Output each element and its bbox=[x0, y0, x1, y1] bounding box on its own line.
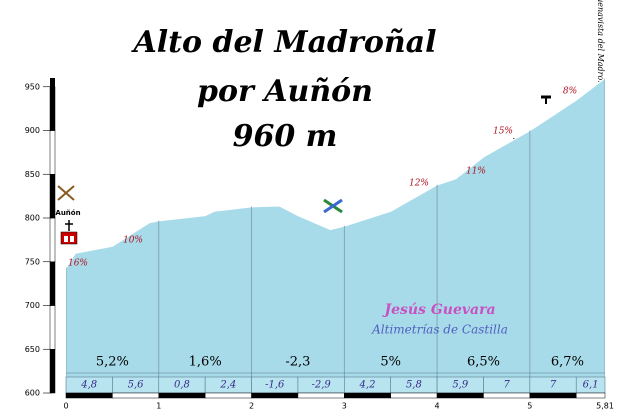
x-tick-label: 5,81 bbox=[596, 402, 614, 411]
summit-label: Buenavista del Madroñal bbox=[596, 0, 605, 93]
x-tick-label: 0 bbox=[63, 402, 68, 411]
segment-scale bbox=[158, 392, 206, 399]
junction-icon bbox=[57, 185, 75, 201]
credit: Jesús Guevara bbox=[381, 302, 495, 318]
x-tick-label: 5 bbox=[527, 402, 532, 411]
start-label: Auñón bbox=[55, 209, 80, 217]
gradient-annotation: 15% bbox=[493, 127, 513, 137]
segment-scale bbox=[251, 392, 299, 399]
segment-scale bbox=[204, 392, 252, 399]
title-line: Alto del Madroñal bbox=[131, 25, 437, 60]
segment-label: 5,9 bbox=[452, 380, 469, 391]
title-line: por Auñón bbox=[197, 74, 373, 109]
x-tick-label: 2 bbox=[249, 402, 254, 411]
title-line: 960 m bbox=[233, 119, 338, 154]
gradient-annotation: 12% bbox=[409, 179, 429, 189]
credit: Altimetrías de Castilla bbox=[371, 323, 508, 337]
gradient-annotation: 8% bbox=[563, 87, 577, 97]
segment-scale bbox=[297, 392, 345, 399]
segment-label: 6,1 bbox=[583, 380, 599, 391]
segment-label: 5,8 bbox=[406, 380, 422, 391]
axis-band bbox=[49, 174, 56, 219]
gradient-annotation: 16% bbox=[68, 259, 88, 269]
y-tick-label: 850 bbox=[25, 170, 40, 179]
profile-area bbox=[66, 78, 605, 393]
x-tick-label: 1 bbox=[156, 402, 161, 411]
axis-band bbox=[50, 78, 55, 87]
summit-icon bbox=[541, 95, 551, 104]
segment-label: 7 bbox=[503, 380, 510, 391]
segment-label: 4,2 bbox=[359, 380, 376, 391]
segment-scale bbox=[575, 392, 606, 399]
axis-band bbox=[49, 305, 56, 350]
gradient-annotation: 11% bbox=[466, 167, 486, 177]
segment-scale bbox=[112, 392, 160, 399]
y-tick-label: 900 bbox=[25, 126, 40, 135]
x-tick-label: 3 bbox=[342, 402, 347, 411]
km-gradient-label: 1,6% bbox=[189, 355, 222, 370]
y-tick-label: 700 bbox=[25, 301, 40, 310]
km-gradient-label: -2,3 bbox=[285, 355, 310, 370]
y-tick-label: 800 bbox=[25, 214, 40, 223]
km-gradient-label: 5% bbox=[380, 355, 401, 370]
church-icon bbox=[60, 220, 78, 245]
km-gradient-label: 5,2% bbox=[96, 355, 129, 370]
axis-band bbox=[49, 217, 56, 262]
y-tick-label: 750 bbox=[25, 257, 40, 266]
axis-band bbox=[49, 261, 56, 306]
axis-band bbox=[49, 86, 56, 131]
gradient-annotation: 10% bbox=[123, 236, 143, 246]
segment-label: 0,8 bbox=[174, 380, 190, 391]
segment-label: -1,6 bbox=[265, 380, 285, 391]
segment-label: -2,9 bbox=[311, 380, 331, 391]
segment-scale bbox=[483, 392, 531, 399]
y-tick-label: 950 bbox=[25, 82, 40, 91]
segment-label: 4,8 bbox=[80, 380, 97, 391]
y-tick-label: 600 bbox=[25, 389, 40, 398]
segment-label: 2,4 bbox=[219, 380, 236, 391]
pass-icon bbox=[323, 198, 343, 214]
axis-band bbox=[49, 130, 56, 175]
x-tick-label: 4 bbox=[435, 402, 440, 411]
segment-scale bbox=[390, 392, 438, 399]
segment-label: 7 bbox=[550, 380, 557, 391]
profile-line bbox=[65, 77, 606, 269]
segment-scale bbox=[344, 392, 391, 399]
axis-band bbox=[49, 349, 56, 394]
segment-scale bbox=[65, 392, 113, 399]
km-gradient-label: 6,5% bbox=[467, 355, 500, 370]
segment-scale bbox=[529, 392, 577, 399]
y-tick-label: 650 bbox=[25, 345, 40, 354]
segment-scale bbox=[436, 392, 484, 399]
segment-label: 5,6 bbox=[128, 380, 145, 391]
km-gradient-label: 6,7% bbox=[551, 355, 584, 370]
